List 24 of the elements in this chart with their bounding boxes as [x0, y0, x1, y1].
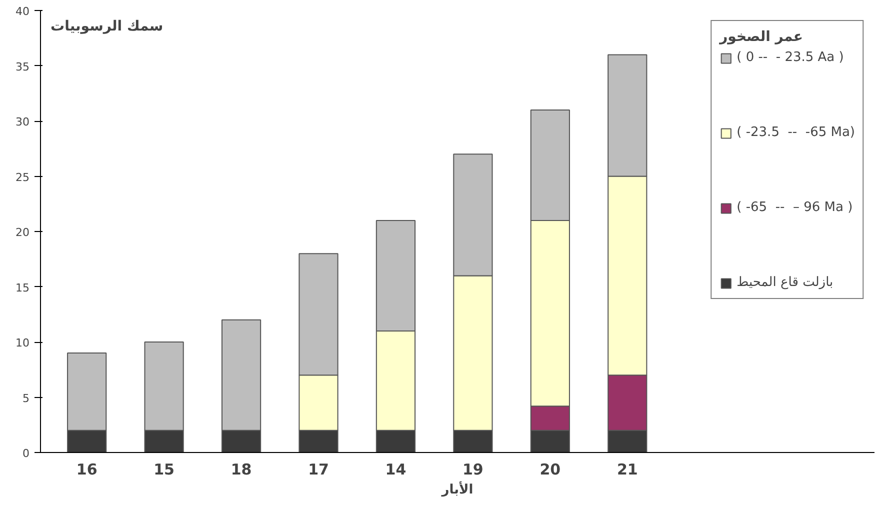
x-tick-label: 17: [308, 460, 329, 478]
y-tick-label: 30: [16, 116, 30, 128]
x-tick-label: 14: [385, 460, 406, 478]
x-tick-label: 15: [154, 460, 174, 478]
y-tick-label: 40: [16, 5, 30, 18]
legend-label: ( 0 -- - 23.5 Aa ): [736, 50, 844, 65]
legend-label: بازلت قاع المحيط: [736, 275, 834, 290]
x-tick-label: 21: [616, 460, 638, 478]
x-tick-label: 16: [76, 460, 98, 478]
y-tick-label: 10: [16, 336, 30, 350]
x-axis-title: الأبار: [440, 480, 474, 498]
y-tick-label: 0: [22, 447, 30, 460]
x-tick-label: 19: [462, 460, 484, 478]
y-tick-label: 35: [16, 60, 30, 74]
y-tick-label: 15: [16, 281, 30, 294]
legend-label: ( -23.5 -- -65 Ma): [736, 125, 855, 140]
legend-label: ( -65 -- – 96 Ma ): [736, 200, 853, 215]
y-tick-label: 5: [22, 392, 30, 405]
y-tick-label: 25: [16, 170, 30, 184]
x-tick-label: 20: [540, 460, 561, 478]
legend-title: عمر الصخور: [720, 29, 804, 45]
y-axis-title: سمك الرسوبيات: [50, 18, 164, 34]
y-tick-label: 20: [16, 226, 30, 239]
x-tick-label: 18: [230, 460, 252, 478]
